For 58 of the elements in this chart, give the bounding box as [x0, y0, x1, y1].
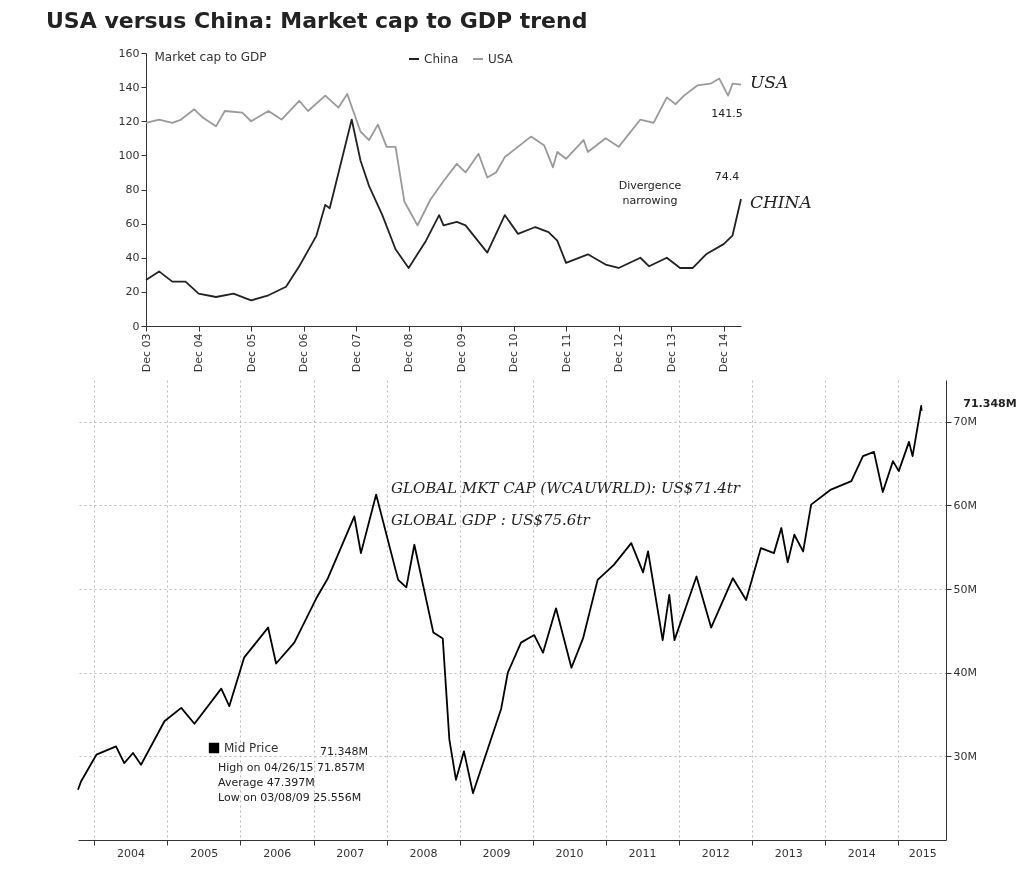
x-tick-label: 2009	[482, 846, 511, 860]
text: CHINA	[750, 192, 812, 212]
annotation: GLOBAL MKT CAP (WCAUWRLD): US$71.4tr	[391, 479, 741, 497]
x-tick-label: Dec 03	[139, 333, 153, 373]
y2-tick-label: 40M	[953, 666, 977, 680]
x-tick-label: Dec 13	[664, 333, 678, 373]
legend-label: Mid Price	[224, 741, 279, 755]
y-axis-title: Market cap to GDP	[154, 49, 267, 64]
y-tick-label: 80	[125, 183, 140, 196]
y2-tick-label: 50M	[953, 582, 977, 596]
legend-label: China	[424, 52, 459, 66]
x-tick-label: Dec 05	[244, 333, 258, 373]
x-tick-label: Dec 10	[507, 333, 521, 373]
annotation: High on 04/26/15 71.857M	[218, 761, 365, 774]
y-tick-label: 0	[132, 319, 140, 333]
x-tick-label: 2005	[190, 846, 219, 860]
annotation: Divergence narrowing	[618, 179, 682, 207]
x-tick-label: 2014	[847, 846, 876, 860]
annotation: 74.4	[714, 170, 740, 184]
x-tick-label: 2011	[628, 846, 657, 860]
y2-tick-label: 30M	[953, 749, 977, 763]
x-tick-label: Dec 07	[349, 333, 363, 373]
y2-tick-label: 60M	[953, 498, 977, 512]
chart-title: USA versus China: Market cap to GDP trend	[46, 8, 588, 33]
x-tick-label: 2008	[409, 846, 438, 860]
y-tick-label: 120	[118, 114, 140, 128]
x-tick-label: Dec 08	[402, 333, 416, 373]
x-tick-label: 2010	[555, 846, 584, 860]
line-series	[145, 77, 742, 227]
x-tick-label: 2012	[701, 846, 730, 860]
annotation: GLOBAL GDP : US$75.6tr	[391, 511, 591, 529]
y-tick-label: 100	[118, 148, 140, 162]
text: USA	[750, 72, 789, 92]
y-tick-label: 140	[118, 80, 140, 94]
x-tick-label: Dec 11	[559, 333, 573, 373]
y-tick-label: 40	[125, 251, 140, 265]
x-tick-label: 2007	[336, 846, 365, 860]
y-tick-label: 60	[125, 217, 140, 231]
text: 71.348M	[963, 397, 1017, 410]
x-tick-label: Dec 06	[297, 333, 311, 373]
annotation: Low on 03/08/09 25.556M	[218, 791, 362, 804]
annotation: 71.348M	[320, 745, 368, 758]
x-tick-label: Dec 04	[192, 333, 206, 373]
line-series	[77, 405, 923, 795]
y-tick-label: 160	[118, 46, 140, 60]
x-tick-label: 2015	[908, 846, 937, 860]
x-tick-label: Dec 09	[454, 333, 468, 373]
x-tick-label: 2004	[117, 846, 146, 860]
x-tick-label: 2013	[774, 846, 803, 860]
y-tick-label: 20	[125, 285, 140, 299]
x-tick-label: Dec 12	[612, 333, 626, 373]
x-tick-label: 2006	[263, 846, 292, 860]
annotation: Average 47.397M	[218, 776, 315, 789]
annotation: 141.5	[711, 106, 743, 120]
x-tick-label: Dec 14	[717, 333, 731, 373]
y2-tick-label: 70M	[953, 415, 977, 429]
line-series	[145, 118, 742, 302]
legend-label: USA	[488, 52, 514, 66]
